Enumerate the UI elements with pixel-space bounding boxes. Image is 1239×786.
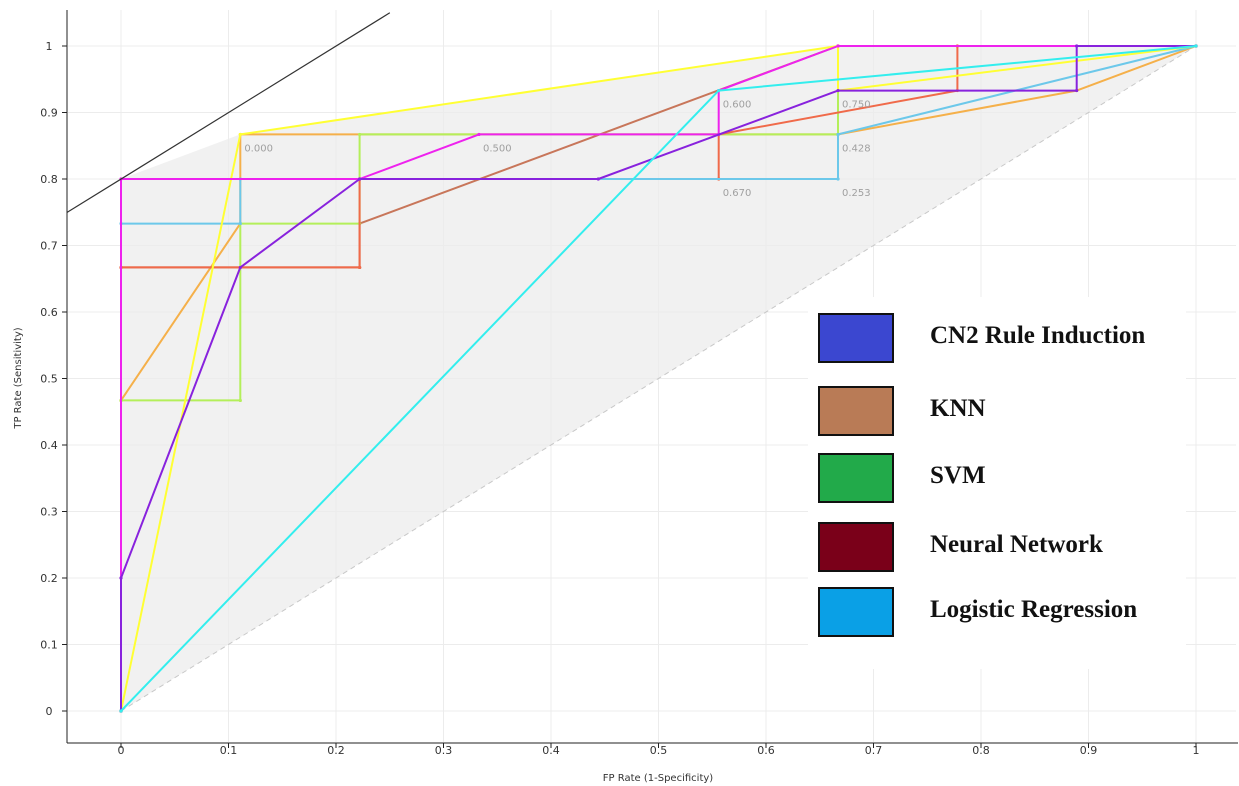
threshold-label-5: 0.670: [723, 188, 752, 199]
roc-point-8-0: [119, 709, 123, 713]
threshold-label-6: 0.253: [842, 188, 871, 199]
y-tick-label-10: 1: [46, 40, 53, 53]
x-tick-label-4: 0.4: [542, 744, 560, 757]
threshold-label-0: 0.000: [244, 143, 273, 154]
roc-point-4-4: [836, 177, 840, 181]
roc-point-7-1: [119, 576, 123, 580]
iso-performance-line: [67, 12, 391, 213]
x-tick-label-8: 0.8: [972, 744, 990, 757]
legend-swatch-neural-network: [818, 522, 894, 572]
roc-point-6-6: [836, 44, 840, 48]
roc-point-7-3: [358, 177, 362, 181]
threshold-label-3: 0.750: [842, 100, 871, 111]
roc-point-2-5: [358, 132, 362, 137]
x-tick-label-7: 0.7: [865, 744, 883, 757]
roc-curves: [119, 44, 1198, 713]
y-tick-label-5: 0.5: [40, 373, 58, 386]
legend-swatch-cn2: [818, 313, 894, 363]
x-tick-label-1: 0.1: [220, 744, 238, 757]
threshold-label-1: 0.500: [483, 143, 512, 154]
axes: [66, 10, 1238, 744]
legend-swatch-svm: [818, 453, 894, 503]
threshold-label-4: 0.428: [842, 143, 871, 154]
x-tick-label-10: 1: [1193, 744, 1200, 757]
x-tick-label-0: 0: [118, 744, 125, 757]
x-tick-label-5: 0.5: [650, 744, 668, 757]
roc-point-7-4: [596, 177, 600, 181]
threshold-labels: 0.000 0.500 0.600 0.750 0.428 0.670 0.253: [244, 100, 870, 199]
legend-label-neural-network: Neural Network: [930, 531, 1103, 558]
legend-label-logistic-regression: Logistic Regression: [930, 596, 1138, 623]
diagonal-line: [120, 45, 1197, 712]
roc-point-8-1: [717, 88, 721, 93]
y-axis-title: TP Rate (Sensitivity): [13, 327, 24, 429]
y-tick-label-8: 0.8: [40, 173, 58, 186]
legend-item-cn2: CN2 Rule Induction: [818, 313, 1178, 365]
y-tick-label-3: 0.3: [40, 506, 58, 519]
roc-point-7-2: [238, 265, 242, 270]
y-tick-label-4: 0.4: [40, 439, 58, 452]
legend-item-svm: SVM: [818, 453, 1178, 505]
roc-curve-6: [120, 45, 1196, 711]
iso-performance-line-segment: [67, 12, 391, 213]
legend-label-knn: KNN: [930, 395, 986, 422]
x-tick-labels: 0 0.1 0.2 0.3 0.4 0.5 0.6 0.7 0.8 0.9 1: [118, 743, 1200, 757]
legend-item-logistic-regression: Logistic Regression: [818, 587, 1178, 639]
legend-swatch-knn: [818, 386, 894, 436]
y-tick-label-6: 0.6: [40, 306, 58, 319]
roc-point-2-2: [238, 398, 242, 403]
y-tick-label-0: 0: [46, 705, 53, 718]
roc-point-3-2: [358, 265, 362, 270]
threshold-label-2: 0.600: [723, 100, 752, 111]
roc-point-4-5: [836, 132, 840, 137]
y-tick-label-1: 0.1: [40, 639, 58, 652]
y-tick-label-7: 0.7: [40, 240, 58, 253]
y-tick-label-2: 0.2: [40, 572, 58, 585]
x-tick-label-2: 0.2: [327, 744, 345, 757]
roc-point-7-7: [1075, 44, 1079, 48]
legend-item-neural-network: Neural Network: [818, 522, 1178, 574]
roc-point-4-2: [238, 221, 242, 226]
y-tick-labels: 0 0.1 0.2 0.3 0.4 0.5 0.6 0.7 0.8 0.9 1: [40, 40, 67, 718]
roc-point-6-3: [477, 132, 481, 137]
x-axis-title: FP Rate (1-Specificity): [603, 773, 713, 784]
random-classifier-diagonal: [120, 45, 1197, 712]
legend-label-cn2: CN2 Rule Induction: [930, 322, 1146, 349]
x-tick-label-9: 0.9: [1080, 744, 1098, 757]
legend: CN2 Rule Induction KNN SVM Neural Networ…: [808, 297, 1186, 669]
roc-point-5-1: [238, 132, 242, 137]
roc-point-7-6: [1075, 88, 1079, 93]
legend-label-svm: SVM: [930, 462, 986, 489]
legend-item-knn: KNN: [818, 386, 1178, 438]
x-tick-label-6: 0.6: [757, 744, 775, 757]
roc-point-7-5: [836, 88, 840, 93]
legend-swatch-logistic-regression: [818, 587, 894, 637]
x-tick-label-3: 0.3: [435, 744, 453, 757]
y-tick-label-9: 0.9: [40, 107, 58, 120]
roc-point-8-2: [1194, 44, 1198, 48]
